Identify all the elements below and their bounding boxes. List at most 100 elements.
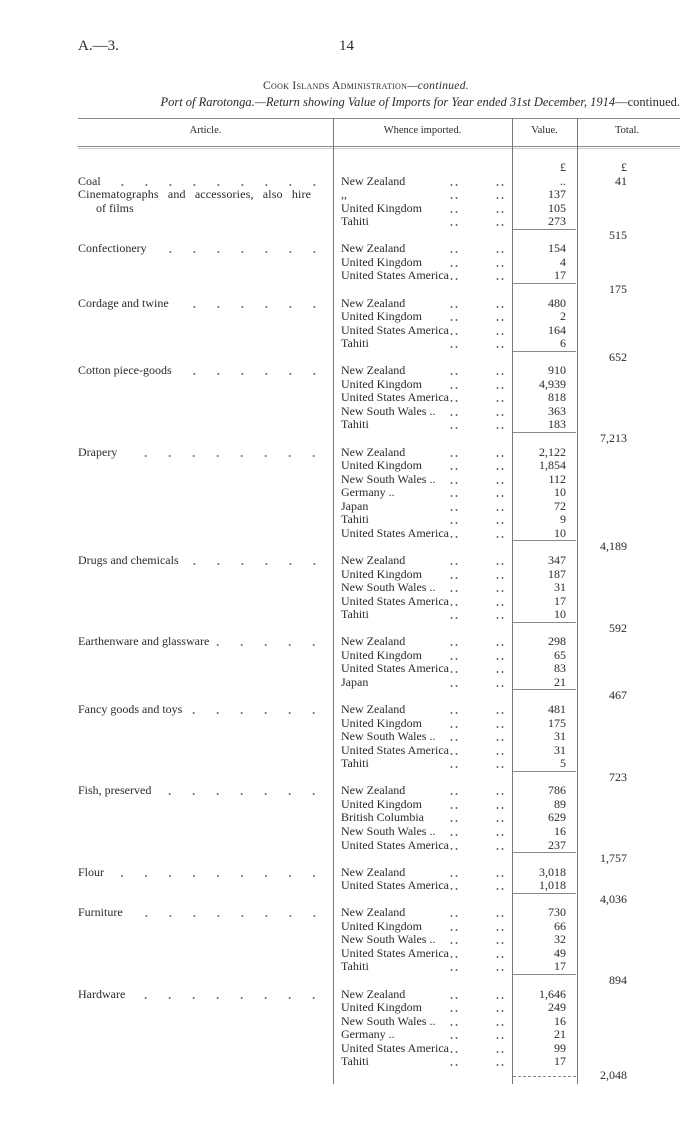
- dot-leader: [449, 1028, 459, 1042]
- dot-leader: [495, 608, 505, 622]
- dot-leader: [495, 377, 505, 392]
- article-name: Drugs and chemicals: [78, 553, 326, 568]
- subtotal-rule: [513, 228, 576, 230]
- whence-imported: New Zealand: [341, 783, 406, 798]
- column-header-whence: Whence imported.: [383, 125, 462, 136]
- dot-leader: [495, 919, 505, 934]
- whence-imported: New Zealand: [341, 702, 406, 716]
- whence-imported: United States America: [341, 837, 449, 852]
- dot-leader: [495, 757, 505, 771]
- dot-leader: [110, 865, 326, 880]
- title-main: Cook Islands Administration: [263, 80, 408, 92]
- dot-leader: [495, 879, 505, 893]
- table-row: Tahiti 9: [0, 513, 700, 527]
- table-row: Tahiti 17: [0, 960, 700, 974]
- dot-leader: [495, 662, 505, 676]
- import-value: 480: [548, 295, 566, 310]
- dot-leader: [449, 1055, 459, 1069]
- dot-leader: [449, 824, 459, 839]
- table-row: United Kingdom 1,854: [0, 459, 700, 473]
- table-row: New South Wales .. 31: [0, 580, 700, 595]
- dot-leader: [215, 635, 326, 649]
- dot-leader: [495, 255, 505, 270]
- dot-leader: [495, 296, 505, 311]
- article-text: Hardware: [78, 986, 126, 1001]
- whence-imported: New Zealand: [341, 864, 406, 879]
- import-value: 347: [548, 552, 566, 567]
- article-total: 2,048: [600, 1067, 627, 1082]
- table-row: United States America 237: [0, 837, 700, 853]
- dot-leader: [495, 337, 505, 351]
- article-total: 894: [609, 973, 627, 987]
- article-total: 7,213: [600, 431, 627, 445]
- dot-leader: [449, 730, 459, 744]
- article-text: Fancy goods and toys: [78, 702, 183, 716]
- table-row: United States America 17: [0, 593, 700, 609]
- subtitle-italic: Port of Rarotonga.—Return showing Value …: [160, 95, 616, 109]
- dot-leader: [495, 716, 505, 731]
- article-total: 515: [609, 227, 627, 242]
- article-text: Earthenware and glassware: [78, 634, 210, 649]
- import-value: 273: [548, 214, 566, 229]
- whence-imported: New Zealand: [341, 634, 406, 649]
- dot-leader: [495, 1014, 505, 1029]
- whence-imported: Tahiti: [341, 336, 369, 351]
- dot-leader: [449, 797, 459, 812]
- import-value: 17: [554, 593, 566, 608]
- whence-imported: Japan: [341, 674, 369, 689]
- table-row: United Kingdom 4: [0, 255, 700, 270]
- article-name: Fancy goods and toys: [78, 702, 326, 717]
- import-value: 17: [554, 959, 566, 974]
- import-value: 2: [560, 309, 566, 324]
- column-header-total: Total.: [614, 125, 640, 136]
- dot-leader: [495, 594, 505, 609]
- whence-imported: New Zealand: [341, 363, 406, 378]
- table-row: Drapery New Zealand 2,122: [0, 444, 700, 460]
- import-value: 31: [554, 729, 566, 744]
- table-row: Confectionery New Zealand 154: [0, 242, 700, 256]
- dot-leader: [495, 323, 505, 338]
- column-divider-value: [577, 118, 578, 1084]
- table-row: Tahiti 10: [0, 608, 700, 622]
- import-value: ..: [560, 173, 566, 188]
- whence-imported: ,,: [341, 187, 347, 202]
- import-value: 154: [548, 241, 566, 256]
- table-row: 4,036: [0, 892, 700, 907]
- article-text: Fish, preserved: [78, 783, 152, 798]
- whence-imported: United States America: [341, 1040, 449, 1055]
- dot-leader: [495, 1055, 505, 1069]
- table-row: Tahiti 183: [0, 418, 700, 432]
- dot-leader: [174, 296, 326, 311]
- article-name: Hardware: [78, 986, 326, 1002]
- import-value: 10: [554, 607, 566, 622]
- whence-imported: Tahiti: [341, 607, 369, 622]
- dot-leader: [106, 174, 326, 189]
- import-value: 1,018: [539, 878, 566, 893]
- dot-leader: [449, 987, 459, 1002]
- whence-imported: New South Wales ..: [341, 471, 436, 486]
- dot-leader: [495, 946, 505, 961]
- import-value: 105: [548, 200, 566, 215]
- article-text: Furniture: [78, 905, 123, 920]
- dot-leader: [495, 635, 505, 649]
- import-value: 17: [554, 1054, 566, 1069]
- article-text: Cotton piece-goods: [78, 363, 172, 378]
- whence-imported: New Zealand: [341, 444, 406, 459]
- subtotal-rule: [513, 1075, 576, 1077]
- table-row: New South Wales .. 363: [0, 404, 700, 419]
- table-row: United States America 818: [0, 391, 700, 405]
- subtotal-rule: [513, 770, 576, 772]
- dot-leader: [495, 987, 505, 1002]
- dot-leader: [449, 174, 459, 189]
- import-value: 187: [548, 566, 566, 581]
- dot-leader: [495, 648, 505, 663]
- column-header-article: Article.: [189, 125, 222, 136]
- import-value: 183: [548, 417, 566, 432]
- import-value: 16: [554, 823, 566, 838]
- dot-leader: [449, 323, 459, 338]
- whence-imported: United Kingdom: [341, 796, 422, 811]
- dot-leader: [449, 513, 459, 527]
- whence-imported: United Kingdom: [341, 376, 422, 391]
- dot-leader: [128, 906, 326, 920]
- article-text: Confectionery: [78, 241, 147, 256]
